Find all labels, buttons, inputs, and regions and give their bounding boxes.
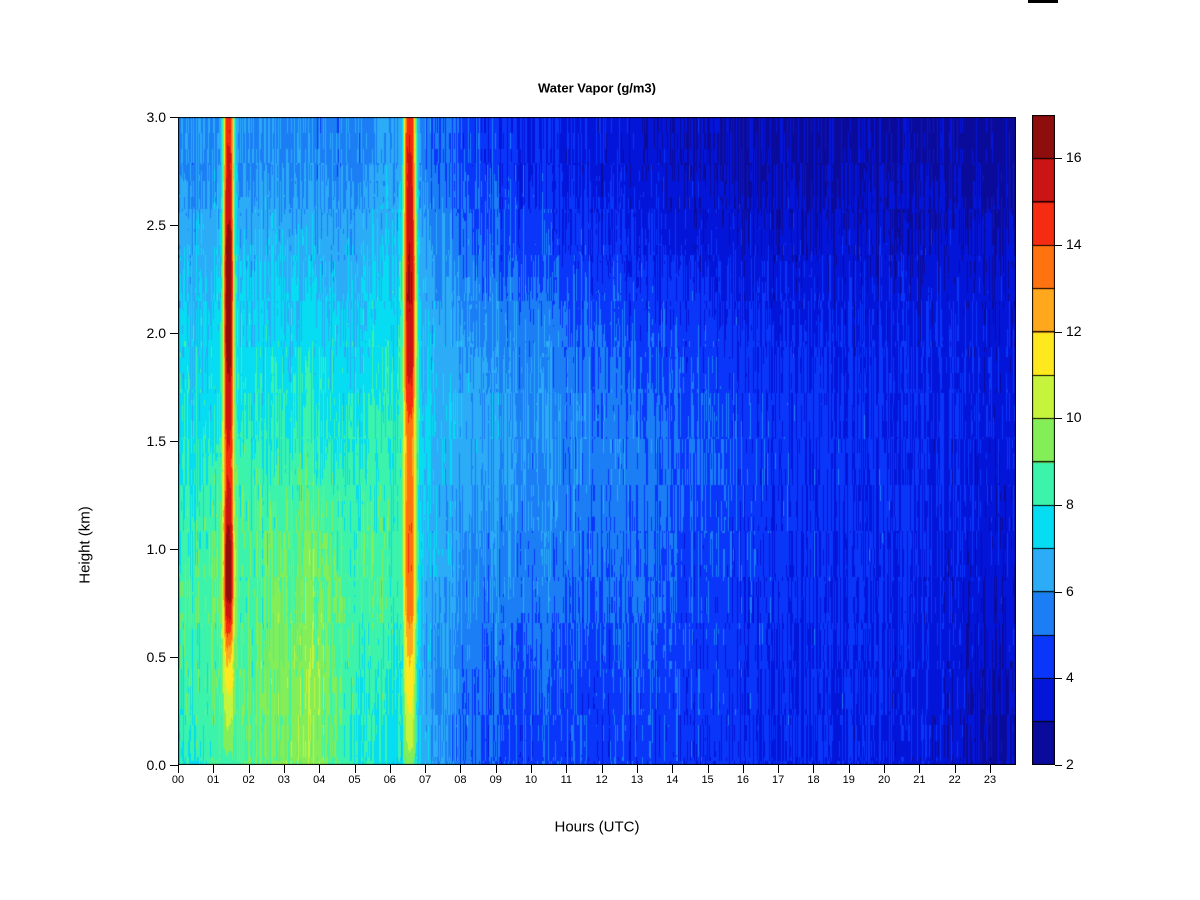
- x-tick-mark: [460, 765, 462, 773]
- x-tick-mark: [178, 765, 179, 773]
- y-tick-mark: [170, 117, 178, 118]
- x-tick-mark: [954, 765, 956, 773]
- x-tick-mark: [354, 765, 356, 773]
- y-tick-mark: [170, 333, 178, 334]
- colorbar-tick-label: 12: [1066, 322, 1082, 339]
- x-tick-mark: [531, 765, 533, 773]
- x-tick-label: 23: [983, 774, 997, 786]
- x-tick-mark: [672, 765, 674, 773]
- y-tick-label: 2.5: [146, 217, 166, 233]
- x-tick-label: 09: [489, 774, 502, 786]
- y-tick-mark: [170, 225, 178, 226]
- x-tick-label: 17: [772, 774, 785, 786]
- x-tick-label: 08: [454, 774, 467, 786]
- x-tick-label: 11: [560, 774, 573, 786]
- y-tick-label: 1.5: [146, 433, 166, 449]
- x-tick-mark: [778, 765, 780, 773]
- x-tick-label: 16: [736, 774, 749, 786]
- x-tick-mark: [636, 765, 638, 773]
- y-tick-label: 0.5: [146, 649, 166, 665]
- colorbar-tick-label: 8: [1066, 496, 1074, 512]
- x-tick-mark: [425, 765, 427, 773]
- colorbar-tick-mark: [1055, 158, 1062, 160]
- y-tick-label: 3.0: [146, 109, 166, 125]
- colorbar-tick-mark: [1055, 331, 1062, 333]
- x-tick-mark: [848, 765, 850, 773]
- chart-title: Water Vapor (g/m3): [538, 80, 656, 96]
- x-tick-label: 03: [277, 774, 291, 786]
- x-tick-mark: [813, 765, 815, 773]
- colorbar-tick-label: 4: [1066, 669, 1074, 686]
- heatmap-canvas: [178, 117, 1016, 765]
- x-tick-label: 13: [630, 774, 644, 786]
- x-tick-mark: [283, 765, 285, 773]
- colorbar-legend: [1032, 115, 1055, 765]
- y-tick-mark: [170, 549, 178, 550]
- x-tick-label: 02: [242, 774, 255, 786]
- colorbar-tick-label: 16: [1066, 149, 1082, 166]
- x-tick-label: 00: [171, 774, 185, 786]
- x-tick-label: 14: [666, 774, 679, 786]
- x-tick-label: 20: [877, 774, 891, 786]
- y-tick-label: 2.0: [146, 325, 166, 341]
- x-tick-mark: [601, 765, 603, 773]
- x-tick-label: 07: [419, 774, 432, 786]
- x-tick-mark: [742, 765, 744, 773]
- x-tick-label: 01: [207, 774, 220, 786]
- colorbar-tick-mark: [1055, 678, 1062, 680]
- colorbar-tick-mark: [1055, 591, 1062, 593]
- x-tick-label: 18: [807, 774, 820, 786]
- y-tick-mark: [170, 441, 178, 442]
- y-tick-label: 0.0: [146, 757, 166, 773]
- colorbar-tick-label: 14: [1066, 236, 1082, 252]
- x-tick-mark: [495, 765, 497, 773]
- y-tick-label: 1.0: [146, 541, 166, 557]
- colorbar-tick-mark: [1055, 418, 1062, 420]
- y-axis-title: Height (km): [76, 506, 94, 584]
- x-tick-label: 19: [842, 774, 855, 786]
- window-edge-fragment: [1028, 0, 1058, 3]
- x-tick-label: 06: [383, 774, 396, 786]
- x-tick-label: 21: [913, 774, 926, 786]
- x-tick-label: 22: [948, 774, 961, 786]
- x-tick-mark: [990, 765, 991, 773]
- x-tick-mark: [707, 765, 709, 773]
- x-tick-label: 15: [701, 774, 714, 786]
- colorbar-tick-mark: [1055, 505, 1062, 506]
- colorbar-tick-label: 10: [1066, 409, 1082, 426]
- x-axis-title: Hours (UTC): [554, 818, 640, 836]
- x-tick-mark: [248, 765, 250, 773]
- x-tick-label: 04: [313, 774, 326, 786]
- x-tick-label: 10: [524, 774, 538, 786]
- x-tick-mark: [319, 765, 321, 773]
- x-tick-mark: [213, 765, 215, 773]
- x-tick-mark: [389, 765, 391, 773]
- x-tick-mark: [884, 765, 886, 773]
- colorbar-tick-mark: [1055, 765, 1062, 766]
- x-tick-label: 05: [348, 774, 361, 786]
- x-tick-mark: [566, 765, 568, 773]
- y-tick-mark: [170, 657, 178, 658]
- colorbar-tick-label: 2: [1066, 756, 1074, 772]
- x-tick-label: 12: [595, 774, 608, 786]
- x-tick-mark: [919, 765, 921, 773]
- y-tick-mark: [170, 765, 178, 766]
- colorbar-tick-label: 6: [1066, 582, 1074, 599]
- colorbar-tick-mark: [1055, 245, 1062, 246]
